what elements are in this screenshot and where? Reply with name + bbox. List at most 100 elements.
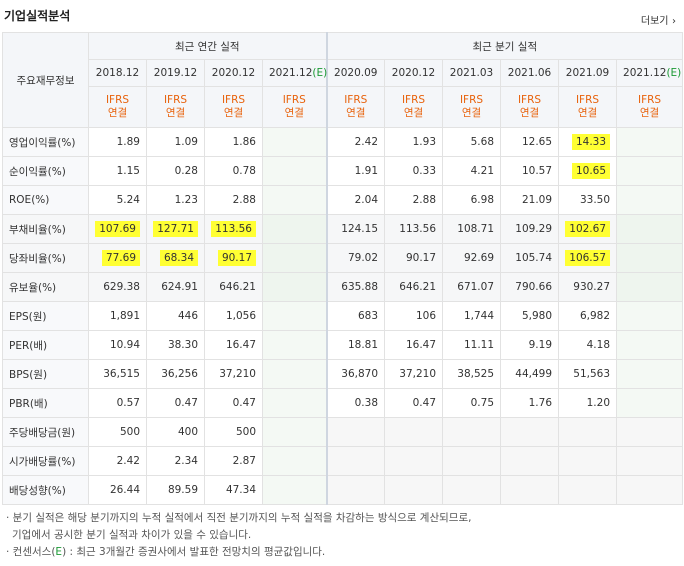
table-row: PER(배) 10.94 38.30 16.47 18.81 16.47 11.11 9.19…: [2, 330, 684, 360]
ifrs-basis-cell: IFRS 연결: [616, 86, 684, 128]
annual-value-cell: [261, 330, 328, 360]
annual-value-cell: [261, 185, 328, 215]
annual-value-cell: 90.17: [204, 243, 263, 273]
quarter-value-cell: 21.09: [500, 185, 560, 215]
empty-cell: [500, 417, 560, 447]
quarter-value-cell: 102.67: [558, 214, 618, 244]
annual-value: 127.71: [153, 221, 198, 237]
annual-value-cell: [261, 127, 328, 157]
quarter-value: 9.19: [528, 339, 553, 351]
quarter-value-cell: [616, 185, 684, 215]
quarter-value: 12.65: [521, 136, 553, 148]
quarter-value-cell: 4.18: [558, 330, 618, 360]
quarter-value: 106.57: [565, 250, 611, 266]
table-row: 당좌비율(%) 77.69 68.34 90.17 79.02 90.17 92.69 105…: [2, 243, 684, 273]
annual-value-cell: [261, 156, 328, 186]
quarter-value-cell: 44,499: [500, 359, 560, 389]
annual-value: 10.94: [109, 339, 140, 351]
annual-value-cell: 1,056: [204, 301, 263, 331]
annual-value-cell: 77.69: [88, 243, 147, 273]
ifrs-basis-cell: IFRS 연결: [384, 86, 444, 128]
period-quarter-1: 2020.12: [384, 59, 444, 87]
period-annual-2: 2020.12: [204, 59, 263, 87]
ifrs-basis-cell: IFRS 연결: [261, 86, 328, 128]
empty-cell: [616, 475, 684, 505]
ifrs-basis-cell: IFRS 연결: [558, 86, 618, 128]
ifrs-label: IFRS: [637, 94, 662, 106]
quarter-value-cell: [616, 301, 684, 331]
ifrs-basis-cell: IFRS 연결: [88, 86, 147, 128]
annual-value: 107.69: [95, 221, 140, 237]
quarter-value: 79.02: [347, 252, 379, 264]
annual-value-cell: [261, 243, 328, 273]
quarter-value: 1.76: [528, 397, 553, 409]
annual-value: 2.88: [232, 194, 256, 206]
quarter-value-cell: [616, 243, 684, 273]
quarter-value-cell: 0.33: [384, 156, 444, 186]
quarter-value-cell: 5,980: [500, 301, 560, 331]
empty-cell: [384, 446, 444, 476]
footnote-2: · 컨센서스(E) : 최근 3개월간 증권사에서 발표한 전망치의 평균값입니…: [6, 544, 471, 561]
quarter-value-cell: 2.88: [384, 185, 444, 215]
more-link[interactable]: 더보기 ›: [641, 12, 676, 27]
quarter-value-cell: [616, 156, 684, 186]
row-label: 당좌비율(%): [2, 243, 89, 273]
ifrs-label: IFRS: [163, 94, 188, 106]
period-quarter-5-est: 2021.12(E): [616, 59, 684, 87]
annual-value-cell: 400: [146, 417, 205, 447]
table-row: 배당성향(%) 26.44 89.59 47.34: [2, 475, 684, 505]
chevron-right-icon: ›: [672, 16, 676, 27]
period-annual-1: 2019.12: [146, 59, 205, 87]
ifrs-label: IFRS: [459, 94, 484, 106]
quarter-value: 1.20: [586, 397, 611, 409]
quarter-value: 4.21: [470, 165, 495, 177]
table-row: 순이익률(%) 1.15 0.28 0.78 1.91 0.33 4.21 10.57 10.6…: [2, 156, 684, 186]
empty-cell: [442, 417, 502, 447]
annual-value: 1.23: [174, 194, 198, 206]
annual-value: 1,891: [109, 310, 140, 322]
basis-label: 연결: [403, 107, 424, 119]
annual-value-cell: 89.59: [146, 475, 205, 505]
quarter-value-cell: 10.65: [558, 156, 618, 186]
quarter-value-cell: 38,525: [442, 359, 502, 389]
empty-cell: [325, 475, 386, 505]
quarter-value: 0.47: [412, 397, 437, 409]
quarter-value: 790.66: [515, 281, 553, 293]
quarter-value-cell: 16.47: [384, 330, 444, 360]
empty-cell: [500, 475, 560, 505]
period-row: 2018.12 2019.12 2020.12 2021.12(E) 2020.…: [3, 59, 684, 87]
annual-value-cell: [261, 301, 328, 331]
quarter-value: 1.91: [354, 165, 379, 177]
table-row: 주당배당금(원) 500 400 500: [2, 417, 684, 447]
annual-value-cell: [261, 417, 328, 447]
annual-value-cell: 646.21: [204, 272, 263, 302]
annual-value-cell: 10.94: [88, 330, 147, 360]
basis-label: 연결: [519, 107, 540, 119]
empty-cell: [616, 417, 684, 447]
table-row: 영업이익률(%) 1.89 1.09 1.86 2.42 1.93 5.68 12.65 14.…: [2, 127, 684, 157]
annual-value: 500: [119, 426, 140, 438]
annual-value: 400: [177, 426, 198, 438]
annual-value: 1,056: [225, 310, 256, 322]
ifrs-basis-cell: IFRS 연결: [442, 86, 502, 128]
period-quarter-4: 2021.09: [558, 59, 618, 87]
quarter-value-cell: 683: [325, 301, 386, 331]
empty-cell: [558, 446, 618, 476]
quarter-value: 671.07: [457, 281, 495, 293]
annual-value: 38.30: [167, 339, 198, 351]
annual-value-cell: 500: [204, 417, 263, 447]
annual-value-cell: 629.38: [88, 272, 147, 302]
quarter-value-cell: 1.76: [500, 388, 560, 418]
annual-value-cell: 0.47: [204, 388, 263, 418]
quarter-value-cell: 105.74: [500, 243, 560, 273]
annual-value-cell: 1.15: [88, 156, 147, 186]
table-row: 부채비율(%) 107.69 127.71 113.56 124.15 113.56 108…: [2, 214, 684, 244]
estimate-mark: (E): [312, 67, 328, 79]
quarter-value: 124.15: [341, 223, 379, 235]
annual-value: 90.17: [217, 250, 256, 266]
quarter-value: 11.11: [463, 339, 495, 351]
period-quarter-2: 2021.03: [442, 59, 502, 87]
annual-value-cell: 624.91: [146, 272, 205, 302]
ifrs-label: IFRS: [105, 94, 130, 106]
table-row: 시가배당률(%) 2.42 2.34 2.87: [2, 446, 684, 476]
